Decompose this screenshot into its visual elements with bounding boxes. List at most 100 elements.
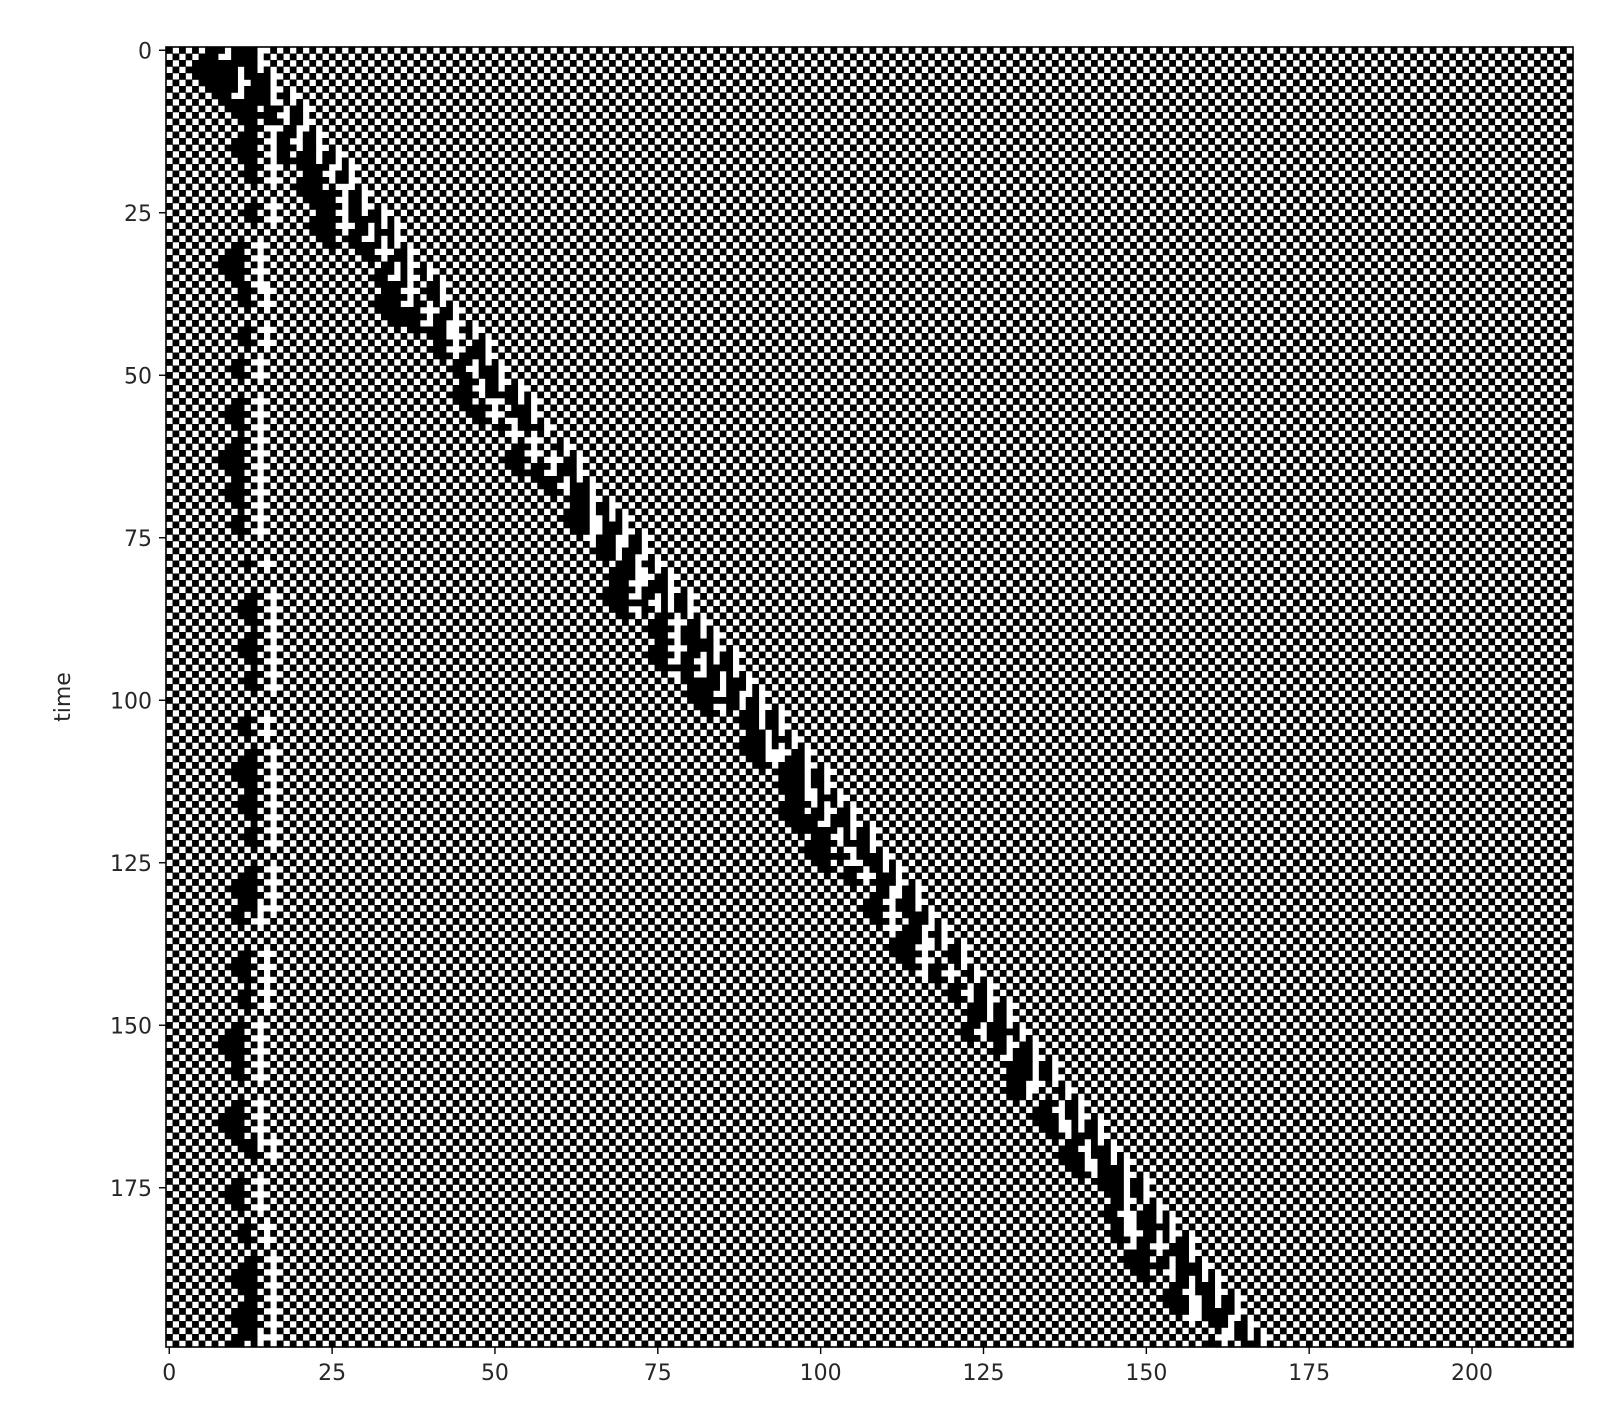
- cell-run: [1293, 119, 1300, 126]
- cell-run: [909, 229, 916, 236]
- cell-run: [1371, 93, 1378, 100]
- cell-run: [935, 294, 942, 301]
- cell-run: [863, 340, 870, 347]
- cell-run: [1397, 145, 1404, 152]
- cell-run: [309, 203, 342, 210]
- cell-run: [1286, 255, 1293, 262]
- cell-run: [1540, 327, 1547, 334]
- cell-run: [342, 327, 349, 334]
- cell-run: [557, 177, 564, 184]
- cell-run: [296, 47, 303, 54]
- cell-run: [420, 210, 427, 217]
- cell-run: [550, 314, 557, 321]
- cell-run: [1325, 255, 1332, 262]
- cell-run: [1534, 268, 1541, 275]
- cell-run: [791, 151, 798, 158]
- cell-run: [1462, 262, 1469, 269]
- cell-run: [479, 216, 486, 223]
- cell-run: [687, 73, 694, 80]
- cell-run: [1176, 145, 1183, 152]
- cell-run: [681, 340, 688, 347]
- cell-run: [1026, 255, 1033, 262]
- cell-run: [1319, 80, 1326, 87]
- cell-run: [524, 171, 531, 178]
- cell-run: [1345, 340, 1352, 347]
- cell-run: [290, 54, 297, 61]
- cell-run: [550, 197, 557, 204]
- cell-run: [1527, 236, 1534, 243]
- cell-run: [1143, 190, 1150, 197]
- cell-run: [909, 268, 916, 275]
- cell-run: [1065, 268, 1072, 275]
- cell-run: [922, 203, 929, 210]
- cell-run: [915, 223, 922, 230]
- cell-run: [466, 177, 473, 184]
- cell-run: [1117, 268, 1124, 275]
- cell-run: [720, 223, 727, 230]
- cell-run: [244, 86, 270, 93]
- cell-run: [472, 223, 479, 230]
- cell-run: [837, 80, 844, 87]
- cell-run: [1234, 47, 1241, 54]
- cell-run: [1352, 320, 1359, 327]
- cell-run: [870, 190, 877, 197]
- cell-run: [830, 60, 837, 67]
- cell-run: [1039, 281, 1046, 288]
- cell-run: [1384, 132, 1391, 139]
- cell-run: [1111, 80, 1118, 87]
- cell-run: [804, 60, 811, 67]
- cell-run: [1325, 112, 1332, 119]
- cell-run: [700, 190, 707, 197]
- cell-run: [1534, 216, 1541, 223]
- cell-run: [752, 60, 759, 67]
- cell-run: [772, 262, 779, 269]
- cell-run: [225, 301, 232, 308]
- cell-run: [752, 47, 759, 54]
- cell-run: [316, 119, 323, 126]
- cell-run: [414, 138, 421, 145]
- cell-run: [1254, 327, 1261, 334]
- cell-run: [283, 99, 290, 106]
- cell-run: [1221, 138, 1228, 145]
- cell-run: [850, 223, 857, 230]
- cell-run: [1397, 119, 1404, 126]
- cell-run: [1065, 151, 1072, 158]
- cell-run: [1117, 86, 1124, 93]
- cell-run: [498, 301, 505, 308]
- cell-run: [446, 145, 453, 152]
- cell-run: [1058, 54, 1065, 61]
- cell-run: [993, 327, 1000, 334]
- cell-run: [173, 236, 180, 243]
- cell-run: [876, 171, 883, 178]
- cell-run: [1508, 138, 1515, 145]
- cell-run: [166, 229, 173, 236]
- cell-run: [322, 158, 335, 165]
- cell-run: [778, 203, 785, 210]
- cell-run: [1495, 242, 1502, 249]
- cell-run: [1058, 184, 1065, 191]
- cell-run: [1378, 151, 1385, 158]
- cell-run: [1026, 346, 1033, 353]
- cell-run: [1221, 164, 1228, 171]
- cell-run: [655, 301, 662, 308]
- cell-run: [1195, 73, 1202, 80]
- cell-run: [1006, 106, 1013, 113]
- cell-run: [694, 158, 701, 165]
- cell-run: [589, 301, 596, 308]
- cell-run: [791, 294, 798, 301]
- cell-run: [524, 327, 531, 334]
- cell-run: [466, 47, 473, 54]
- cell-run: [1032, 197, 1039, 204]
- cell-run: [752, 99, 759, 106]
- cell-run: [811, 327, 818, 334]
- cell-run: [700, 177, 707, 184]
- cell-run: [1469, 73, 1476, 80]
- cell-run: [316, 314, 323, 321]
- cell-run: [1365, 60, 1372, 67]
- cell-run: [824, 314, 831, 321]
- cell-run: [700, 281, 707, 288]
- cell-run: [570, 86, 577, 93]
- cell-run: [179, 255, 186, 262]
- cell-run: [361, 307, 368, 314]
- cell-run: [453, 47, 460, 54]
